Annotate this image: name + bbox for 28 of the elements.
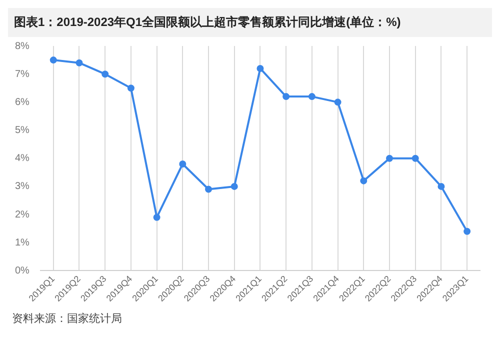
- point: [360, 177, 368, 184]
- y-tick-label: 4%: [15, 153, 30, 164]
- y-tick-label: 7%: [15, 68, 30, 80]
- point: [127, 84, 134, 92]
- y-tick-label: 0%: [15, 265, 30, 276]
- point: [438, 182, 445, 190]
- y-tick-label: 5%: [15, 125, 30, 136]
- point: [464, 228, 471, 235]
- y-tick-label: 8%: [15, 40, 30, 52]
- point: [179, 160, 186, 168]
- text: 资料来源：国家统计局: [11, 312, 123, 327]
- point: [386, 154, 394, 162]
- point: [412, 154, 419, 162]
- y-tick-label: 2%: [15, 209, 30, 220]
- point: [230, 182, 238, 190]
- point: [102, 70, 109, 78]
- chart-title: 图表1：2019-2023年Q1全国限额以上超市零售额累计同比增速(单位：%): [8, 8, 492, 37]
- point: [153, 214, 160, 221]
- y-tick-label: 3%: [15, 181, 30, 192]
- point: [256, 64, 264, 72]
- point: [282, 93, 290, 100]
- point: [50, 56, 57, 64]
- point: [205, 186, 212, 193]
- point: [76, 59, 83, 66]
- y-tick-label: 1%: [15, 237, 30, 248]
- point: [308, 93, 316, 100]
- point: [334, 98, 342, 106]
- y-tick-label: 6%: [15, 96, 30, 108]
